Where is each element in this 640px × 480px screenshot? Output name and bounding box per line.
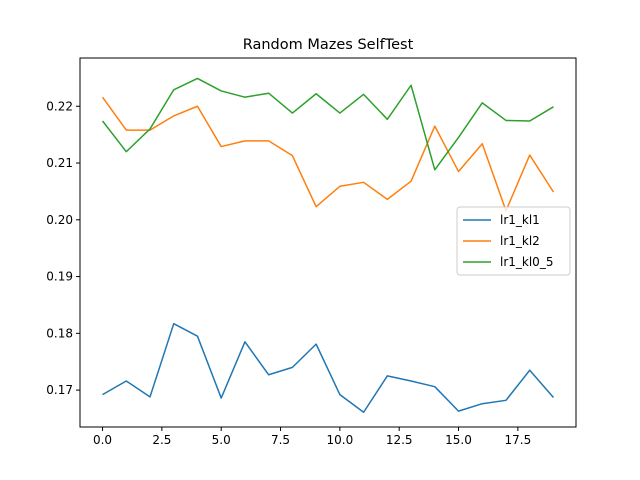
x-axis: 0.0 2.5 5.0 7.5 10.0 12.5 15.0 17.5 bbox=[93, 427, 531, 447]
y-tick-label: 0.19 bbox=[46, 270, 73, 284]
x-tick-label: 15.0 bbox=[445, 433, 472, 447]
legend-label: lr1_kl0_5 bbox=[500, 255, 553, 269]
legend-label: lr1_kl2 bbox=[500, 234, 540, 248]
y-tick-label: 0.18 bbox=[46, 326, 73, 340]
series-line-lr1_kl1 bbox=[102, 322, 555, 413]
legend: lr1_kl1 lr1_kl2 lr1_kl0_5 bbox=[456, 206, 571, 276]
x-tick-label: 0.0 bbox=[93, 433, 112, 447]
x-tick-label: 7.5 bbox=[271, 433, 290, 447]
series-layer bbox=[101, 77, 555, 413]
x-tick-label: 12.5 bbox=[386, 433, 413, 447]
series-line-lr1_kl2 bbox=[101, 96, 555, 212]
x-tick-label: 17.5 bbox=[504, 433, 531, 447]
x-tick-label: 5.0 bbox=[212, 433, 231, 447]
y-tick-label: 0.21 bbox=[46, 156, 73, 170]
y-tick-label: 0.17 bbox=[46, 383, 73, 397]
x-tick-label: 10.0 bbox=[327, 433, 354, 447]
series-line-lr1_kl0_5 bbox=[101, 77, 554, 171]
x-tick-label: 2.5 bbox=[152, 433, 171, 447]
legend-box bbox=[456, 206, 571, 276]
legend-label: lr1_kl1 bbox=[500, 213, 540, 227]
plot-area-frame bbox=[79, 57, 577, 428]
y-axis: 0.17 0.18 0.19 0.20 0.21 0.22 bbox=[46, 99, 80, 397]
chart-title: Random Mazes SelfTest bbox=[243, 37, 414, 53]
y-tick-label: 0.22 bbox=[46, 99, 73, 113]
y-tick-label: 0.20 bbox=[46, 213, 73, 227]
